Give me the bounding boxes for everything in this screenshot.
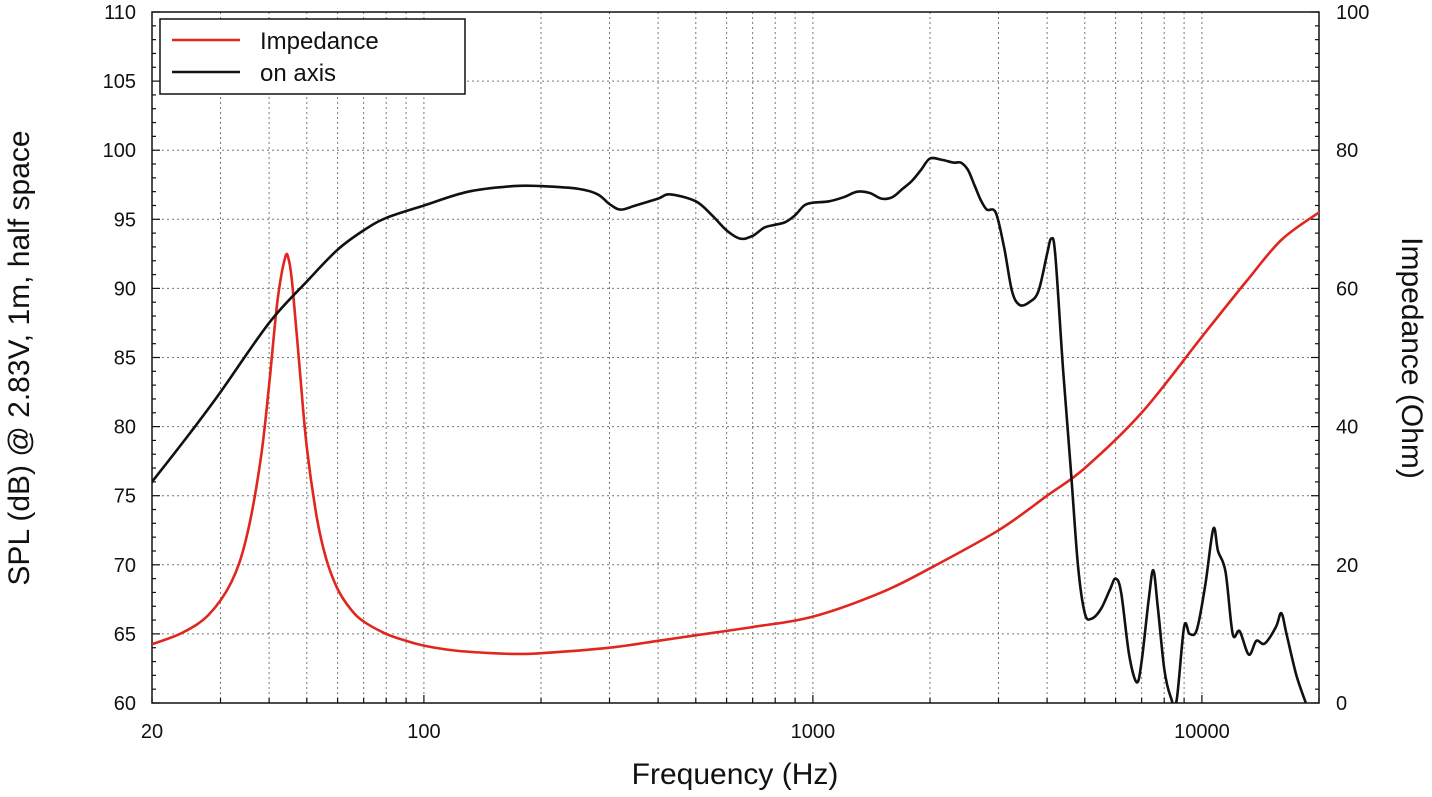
y-right-tick-label: 40 [1336,417,1358,439]
grid [152,12,1319,703]
x-tick-label: 1000 [791,721,836,743]
series-line-on-axis [152,156,1308,703]
y-right-tick-label: 0 [1336,693,1347,715]
y-right-tick-label: 20 [1336,555,1358,577]
y-left-tick-label: 60 [114,693,136,715]
x-tick-label: 20 [141,721,163,743]
series-line-impedance [152,211,1319,656]
y-axis-left-label: SPL (dB) @ 2.83V, 1m, half space [3,130,36,585]
y-left-tick-label: 80 [114,417,136,439]
y-right-tick-label: 60 [1336,278,1358,300]
y-left-tick-label: 95 [114,209,136,231]
x-tick-label: 10000 [1174,721,1230,743]
y-left-tick-label: 75 [114,486,136,508]
y-left-tick-label: 90 [114,278,136,300]
ticks: 20 100 1000 10000 60 65 70 75 80 85 90 95 100 105 110 0… [103,2,1370,743]
y-left-tick-label: 70 [114,555,136,577]
y-right-tick-label: 100 [1336,2,1369,24]
x-axis-label: Frequency (Hz) [632,758,839,791]
y-axis-right-label: Impedance (Ohm) [1395,237,1428,479]
legend-label-on-axis: on axis [260,60,336,87]
y-left-tick-label: 65 [114,624,136,646]
y-right-tick-label: 80 [1336,140,1358,162]
legend: Impedance on axis [159,18,466,95]
series-layer [152,156,1319,703]
legend-box [159,18,466,95]
legend-label-impedance: Impedance [260,28,379,55]
y-left-tick-label: 105 [103,71,136,93]
x-tick-label: 100 [407,721,440,743]
y-left-tick-label: 110 [104,2,136,24]
y-left-tick-label: 85 [114,348,136,370]
y-left-tick-label: 100 [103,140,136,162]
